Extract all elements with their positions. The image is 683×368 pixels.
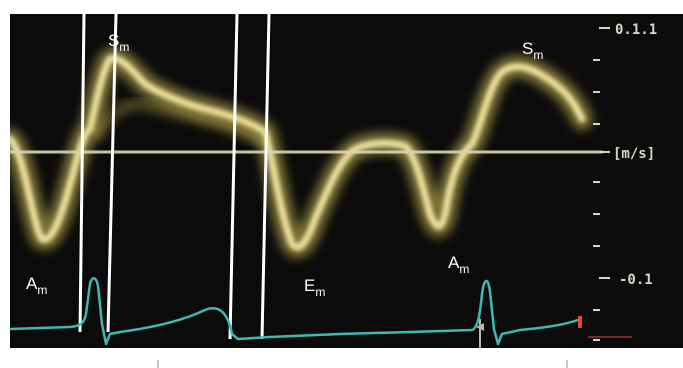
red-end-marker [578,316,582,328]
ecg-trace [10,277,582,346]
label-em: Em [304,276,325,299]
doppler-signal-core [10,54,586,251]
tissue-doppler-display: 0.1.1 [m/s] -0.1 Sm Am Em Am Sm [10,14,683,348]
velocity-scale [593,27,610,341]
label-sm-right: Sm [522,39,543,62]
scale-bottom-label: -0.1 [619,272,653,288]
label-am-left: Am [26,274,47,297]
scale-unit-label: [m/s] [613,146,655,162]
doppler-svg: 0.1.1 [m/s] -0.1 Sm Am Em Am Sm [10,14,657,348]
bottom-tick-right [566,360,568,368]
label-sm-left: Sm [108,31,129,54]
scale-top-label: 0.1.1 [615,22,657,38]
doppler-signal-band [92,98,266,145]
label-am-right: Am [448,253,469,276]
timing-line-4 [260,14,271,340]
timing-line-1 [78,14,86,333]
bottom-tick-left [157,360,159,368]
ecg-cursor-triangle [476,323,484,331]
timing-line-2 [106,14,118,333]
timing-line-3 [228,14,239,340]
